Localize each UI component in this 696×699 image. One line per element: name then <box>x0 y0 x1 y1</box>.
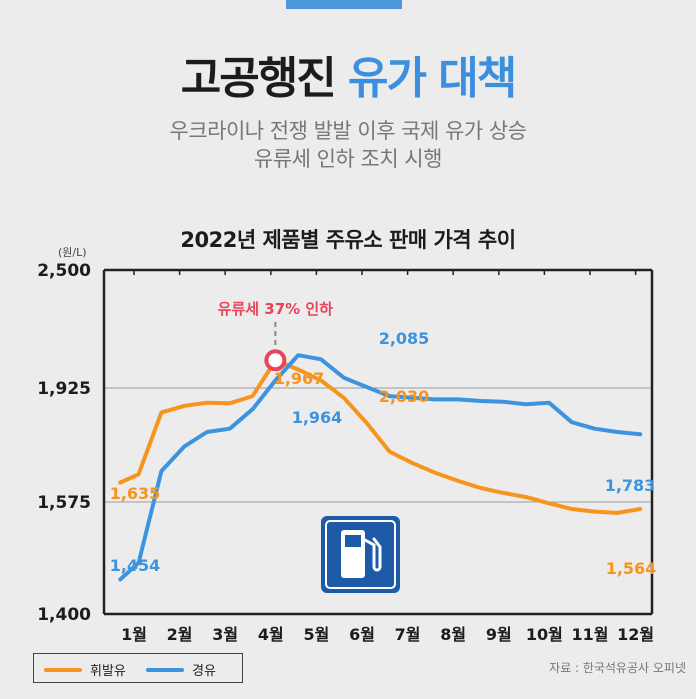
y-unit-label: (원/L) <box>58 246 87 259</box>
annotation-label: 유류세 37% 인하 <box>218 300 334 318</box>
series-line-diesel <box>118 353 643 582</box>
legend-swatch-diesel <box>146 667 184 672</box>
data-label: 2,030 <box>379 387 430 406</box>
source-note: 자료 : 한국석유공사 오피넷 <box>549 661 686 675</box>
gas-pump-window <box>345 535 361 547</box>
legend-swatch-gasoline <box>44 667 82 672</box>
x-tick-label: 10월 <box>526 625 563 644</box>
data-label: 1,454 <box>110 556 161 575</box>
x-tick-label: 2월 <box>167 625 193 644</box>
page-title: 고공행진 유가 대책 <box>0 42 696 106</box>
gas-pump-nozzle <box>363 537 382 572</box>
legend-item-gasoline: 휘발유 <box>44 660 126 679</box>
legend-label-diesel: 경유 <box>192 664 216 679</box>
x-tick-label: 11월 <box>572 625 609 644</box>
y-tick-label: 2,500 <box>37 261 91 281</box>
chart-title: 2022년 제품별 주유소 판매 가격 추이 <box>180 228 516 252</box>
x-tick-label: 4월 <box>258 625 284 644</box>
x-tick-label: 3월 <box>212 625 238 644</box>
subtitle-line-2: 유류세 인하 조치 시행 <box>254 147 442 171</box>
legend-item-diesel: 경유 <box>146 660 216 679</box>
title-accent-text: 유가 대책 <box>348 53 517 104</box>
legend-label-gasoline: 휘발유 <box>90 664 126 679</box>
data-label: 1,564 <box>606 559 657 578</box>
data-label: 1,964 <box>292 408 343 427</box>
gas-station-icon-frame <box>325 520 396 589</box>
x-tick-label: 9월 <box>486 625 512 644</box>
top-accent-tab <box>286 0 402 9</box>
x-tick-label: 7월 <box>395 625 421 644</box>
title-main-text: 고공행진 <box>180 53 337 104</box>
data-label: 1,783 <box>605 476 656 495</box>
x-tick-label: 5월 <box>303 625 329 644</box>
y-tick-label: 1,575 <box>37 493 91 513</box>
subtitle-line-1: 우크라이나 전쟁 발발 이후 국제 유가 상승 <box>169 119 528 143</box>
y-tick-label: 1,925 <box>37 379 91 399</box>
data-label: 2,085 <box>379 329 430 348</box>
data-label: 1,967 <box>274 369 325 388</box>
data-label: 1,635 <box>110 484 161 503</box>
x-tick-label: 6월 <box>349 625 375 644</box>
x-tick-label: 1월 <box>121 625 147 644</box>
annotation-marker <box>264 349 287 372</box>
x-tick-label: 8월 <box>440 625 466 644</box>
y-tick-label: 1,400 <box>37 605 91 625</box>
series-line-gasoline <box>118 358 643 515</box>
x-tick-label: 12월 <box>617 625 654 644</box>
legend: 휘발유 경유 <box>33 653 243 683</box>
